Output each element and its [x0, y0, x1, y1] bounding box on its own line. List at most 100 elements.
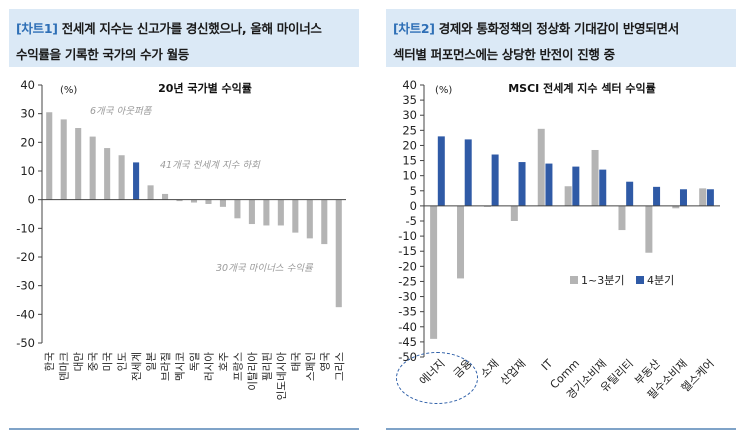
left-y-tick-label: -40: [16, 307, 35, 321]
left-category-label: 프랑스: [232, 352, 244, 381]
right-y-tick-label: 20: [402, 138, 417, 152]
right-bar-q4: [706, 189, 714, 206]
left-header: [차트1] 전세계 지수는 신고가를 경신했으나, 올해 마이너스 수익률을 기…: [9, 9, 359, 67]
right-y-tick-label: -40: [398, 320, 417, 334]
right-chart-tag: [차트2]: [393, 21, 435, 36]
left-category-label: 그리스: [334, 352, 346, 381]
left-chart-panel: [차트1] 전세계 지수는 신고가를 경신했으나, 올해 마이너스 수익률을 기…: [0, 0, 368, 434]
left-bar: [89, 136, 96, 200]
left-category-label: 러시아: [203, 352, 215, 381]
left-category-label: 독일: [188, 352, 201, 371]
left-heading-line2: 수익률을 기록한 국가의 수가 월등: [16, 47, 190, 62]
energy-financials-highlight-circle: [396, 352, 478, 404]
left-bar: [75, 128, 82, 200]
left-chart: 40 30 20 10 0 -10 -20 -30 -40 -50 (%) 20년 국가별 수익률한국…: [16, 78, 346, 401]
right-bar-q1-q3: [699, 188, 707, 206]
left-bar: [277, 199, 284, 226]
left-annotation-negative: 30개국 마이너스 수익률: [216, 263, 314, 274]
left-category-label: 한국: [44, 352, 56, 372]
left-heading-line1: 전세계 지수는 신고가를 경신했으나, 올해 마이너스: [61, 21, 322, 36]
right-bar-q1-q3: [645, 205, 653, 253]
right-y-tick-label: 15: [402, 154, 417, 168]
right-header: [차트2] 경제와 통화정책의 정상화 기대감이 반영되면서 섹터별 퍼포먼스에…: [386, 9, 736, 67]
right-bar-q1-q3: [591, 149, 599, 206]
right-y-tick-label: 25: [402, 123, 417, 137]
right-y-tick-label: -20: [398, 259, 417, 273]
right-y-tick-label: -30: [398, 290, 417, 304]
left-y-tick-label: 10: [20, 164, 35, 178]
right-heading-line2: 섹터별 퍼포먼스에는 상당한 반전이 진행 중: [393, 47, 615, 62]
left-y-tick-label: 40: [20, 78, 35, 92]
left-category-label: 호주: [218, 352, 230, 372]
left-bottom-rule: [9, 428, 359, 430]
right-legend-label-q4: 4분기: [647, 274, 674, 287]
left-bar: [60, 119, 67, 200]
right-y-tick-label: -15: [398, 244, 417, 258]
left-chart-title: 20년 국가별 수익률: [158, 81, 252, 95]
right-y-tick-label: 5: [410, 184, 417, 198]
left-bar: [205, 199, 212, 204]
right-bar-q1-q3: [457, 205, 465, 279]
right-bar-q4: [679, 189, 687, 206]
left-bar: [133, 162, 140, 200]
left-category-label: 미국: [102, 352, 114, 372]
left-category-label: 영국: [319, 352, 331, 372]
left-category-label: 인도네시아: [276, 352, 288, 401]
left-bar: [147, 185, 154, 200]
right-bar-q4: [653, 186, 661, 206]
right-bar-q4: [437, 136, 445, 206]
left-annotation-outperform: 6개국 아웃퍼폼: [90, 106, 153, 117]
right-bar-q4: [545, 163, 553, 206]
left-bar: [321, 199, 328, 245]
right-legend-swatch-q4: [636, 276, 644, 284]
right-bar-q4: [599, 169, 607, 206]
right-bar-q4: [491, 154, 499, 206]
left-bar: [176, 199, 183, 202]
left-y-tick-label: 0: [28, 193, 35, 207]
left-unit-label: (%): [60, 85, 77, 96]
left-bar: [292, 199, 299, 233]
left-chart-tag: [차트1]: [16, 21, 58, 36]
left-bar: [190, 199, 198, 203]
left-bar: [248, 199, 255, 225]
left-category-label: 브라질: [160, 352, 172, 381]
right-y-tick-label: 40: [402, 78, 417, 92]
left-y-tick-label: 30: [20, 107, 35, 121]
right-y-tick-label: -35: [398, 305, 417, 319]
right-bar-q1-q3: [510, 205, 518, 221]
right-y-tick-label: -25: [398, 274, 417, 288]
right-category-label: 산업재: [498, 357, 529, 388]
left-category-label: 이탈리아: [246, 352, 259, 391]
left-bar: [306, 199, 313, 239]
left-bar: [335, 199, 342, 308]
right-bar-q1-q3: [672, 205, 680, 209]
right-y-tick-label: 35: [402, 93, 417, 107]
right-bar-q4: [626, 181, 634, 206]
right-heading-line1: 경제와 통화정책의 정상화 기대감이 반영되면서: [438, 21, 680, 36]
left-bar: [219, 199, 226, 207]
left-category-label: 필리핀: [261, 352, 273, 381]
left-y-tick-label: -30: [16, 279, 35, 293]
left-category-label: 일본: [145, 352, 158, 372]
right-y-tick-label: -10: [398, 229, 417, 243]
right-bar-q1-q3: [430, 205, 438, 339]
left-category-label: 대만: [73, 352, 85, 372]
right-y-tick-label: 30: [402, 108, 417, 122]
right-bar-q1-q3: [537, 128, 545, 206]
left-bar: [118, 155, 125, 200]
left-bar: [46, 112, 53, 200]
left-category-label: 중국: [88, 352, 100, 372]
right-bar-q1-q3: [564, 186, 572, 206]
right-bottom-rule: [386, 428, 736, 430]
right-legend-label-q1-q3: 1~3분기: [581, 274, 624, 287]
right-y-tick-label: -45: [398, 335, 417, 349]
right-chart-title: MSCI 전세계 지수 섹터 수익률: [508, 81, 656, 95]
right-unit-label: (%): [435, 85, 452, 96]
right-chart-panel: [차트2] 경제와 통화정책의 정상화 기대감이 반영되면서 섹터별 퍼포먼스에…: [377, 0, 745, 434]
left-category-label: 스페인: [305, 352, 317, 381]
left-y-tick-label: -50: [16, 336, 35, 350]
left-annotation-underperform: 41개국 전세계 지수 하회: [160, 160, 261, 171]
left-category-label: 전세계: [131, 352, 143, 381]
left-category-label: 태국: [290, 352, 302, 372]
